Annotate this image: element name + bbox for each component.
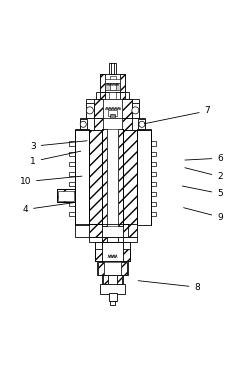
Text: 2: 2 xyxy=(184,168,222,181)
Bar xyxy=(102,275,122,285)
Bar xyxy=(79,119,86,129)
Bar xyxy=(69,212,74,216)
Bar xyxy=(109,92,115,99)
Bar xyxy=(86,99,139,120)
Bar xyxy=(69,182,74,186)
Bar xyxy=(150,182,155,186)
Bar xyxy=(116,275,121,284)
Text: 6: 6 xyxy=(184,154,222,162)
Circle shape xyxy=(138,121,144,127)
Text: 7: 7 xyxy=(144,106,209,124)
Bar xyxy=(57,189,75,202)
Bar xyxy=(122,242,130,262)
Bar xyxy=(103,118,121,130)
Bar xyxy=(121,118,131,130)
Bar xyxy=(109,63,115,74)
Bar xyxy=(69,202,74,206)
Bar xyxy=(105,79,120,83)
Bar xyxy=(123,242,130,249)
Bar xyxy=(69,141,74,145)
Bar xyxy=(150,192,155,196)
Bar xyxy=(102,129,107,226)
Bar xyxy=(105,83,120,91)
Bar xyxy=(107,129,118,226)
Bar xyxy=(131,103,139,118)
Bar xyxy=(118,129,122,226)
Bar xyxy=(98,262,104,275)
Bar xyxy=(88,237,136,242)
Bar xyxy=(86,103,93,118)
Bar xyxy=(138,119,145,129)
Bar xyxy=(120,92,124,99)
Circle shape xyxy=(131,107,138,114)
Bar xyxy=(57,189,75,202)
Bar xyxy=(150,162,155,166)
Bar xyxy=(74,130,88,225)
Bar xyxy=(136,129,150,130)
Bar xyxy=(58,191,74,201)
Bar xyxy=(88,224,102,237)
Bar xyxy=(100,74,105,92)
Bar xyxy=(108,293,116,301)
Bar xyxy=(110,301,115,305)
Bar xyxy=(120,262,127,275)
Bar xyxy=(97,261,127,275)
Bar xyxy=(122,224,136,237)
Bar xyxy=(108,109,117,116)
Bar xyxy=(100,92,105,99)
Circle shape xyxy=(86,107,93,114)
Bar xyxy=(94,242,102,249)
Bar xyxy=(121,99,131,120)
Bar xyxy=(150,212,155,216)
Bar xyxy=(103,275,108,284)
Bar xyxy=(94,242,130,262)
Bar xyxy=(110,114,115,118)
Bar xyxy=(69,192,74,196)
Bar xyxy=(118,237,122,242)
Text: 8: 8 xyxy=(138,281,199,292)
Bar xyxy=(150,202,155,206)
Text: 10: 10 xyxy=(19,176,82,186)
Bar xyxy=(69,162,74,166)
Bar xyxy=(150,141,155,145)
Bar xyxy=(88,130,102,225)
Text: 5: 5 xyxy=(182,186,222,198)
Bar xyxy=(136,130,150,225)
Circle shape xyxy=(80,121,86,127)
Text: 1: 1 xyxy=(30,151,80,166)
Bar xyxy=(150,152,155,156)
Bar xyxy=(79,118,145,130)
Text: 9: 9 xyxy=(183,208,222,221)
Bar xyxy=(74,129,88,130)
Bar xyxy=(96,92,129,99)
Bar xyxy=(93,118,103,130)
Bar xyxy=(69,152,74,156)
Bar xyxy=(94,242,102,262)
Bar xyxy=(100,284,124,294)
Bar xyxy=(93,99,103,120)
Bar xyxy=(100,74,124,92)
Bar xyxy=(74,224,127,237)
Bar xyxy=(103,99,121,120)
Bar xyxy=(102,237,107,242)
Text: 3: 3 xyxy=(30,141,87,151)
Bar xyxy=(120,74,124,92)
Text: 4: 4 xyxy=(22,202,75,214)
Bar xyxy=(150,172,155,176)
Bar xyxy=(109,76,115,91)
Bar xyxy=(69,172,74,176)
Bar xyxy=(122,130,136,225)
Bar xyxy=(104,262,120,275)
